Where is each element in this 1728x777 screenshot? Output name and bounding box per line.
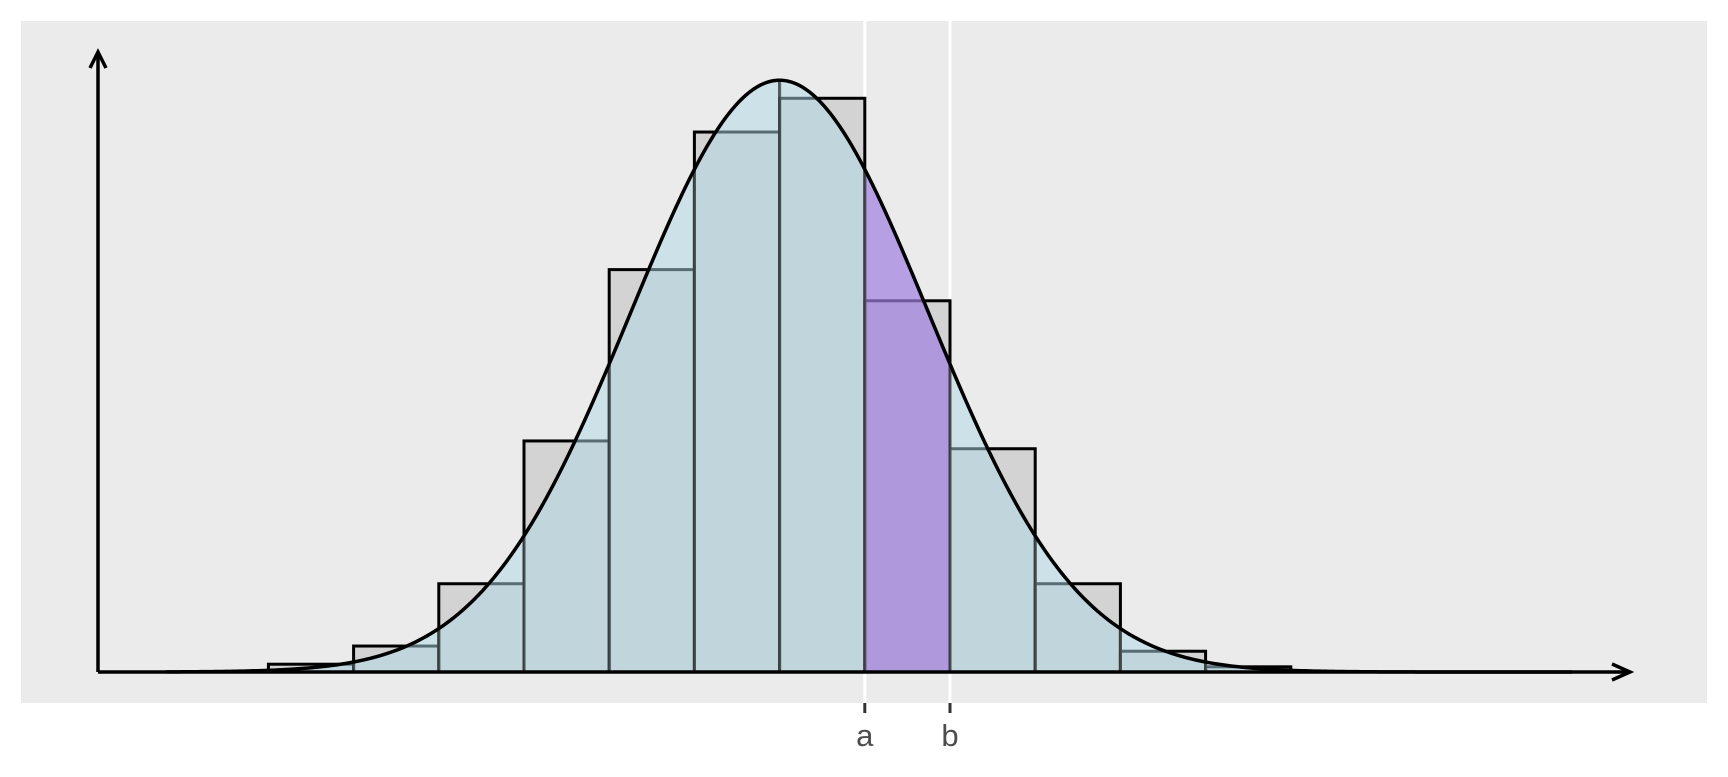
x-tick-label: b	[941, 718, 958, 753]
axes	[88, 48, 1635, 682]
density-area-slice	[778, 78, 867, 674]
x-tick-label: a	[856, 718, 874, 753]
x-axis-arrowhead	[1611, 662, 1635, 682]
y-axis-arrowhead	[88, 48, 108, 69]
density-area-slice	[692, 78, 782, 674]
